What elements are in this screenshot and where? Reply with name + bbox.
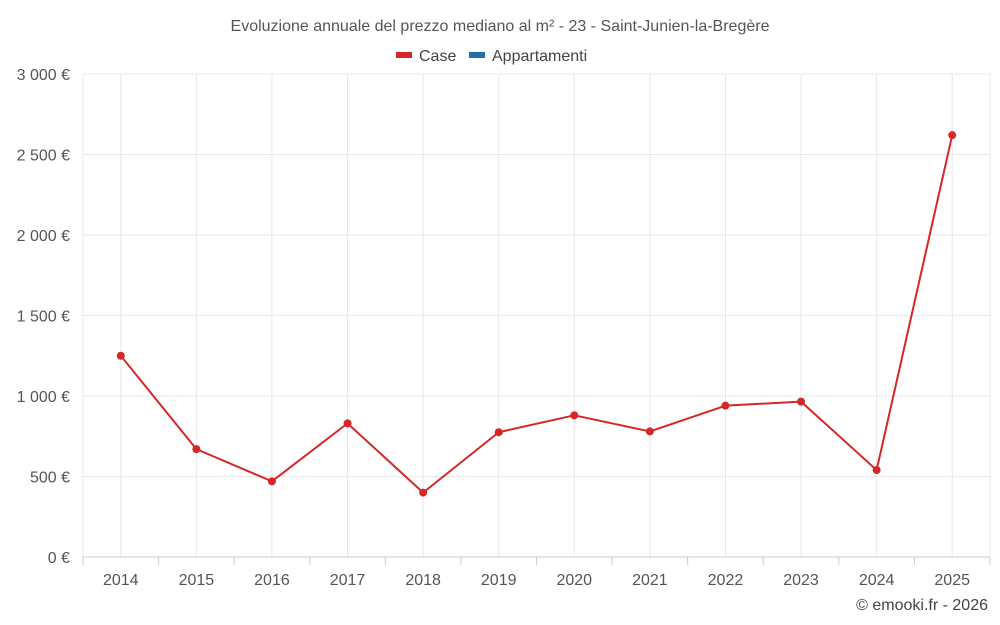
data-point-2025[interactable] <box>948 131 957 140</box>
y-tick-label: 1 000 € <box>17 389 70 406</box>
data-point-2023[interactable] <box>797 397 806 406</box>
grid <box>82 73 991 558</box>
x-tick-label: 2019 <box>481 572 517 589</box>
x-tick-label: 2018 <box>405 572 441 589</box>
series-layer <box>116 131 957 497</box>
data-point-2018[interactable] <box>419 488 428 497</box>
y-tick-label: 0 € <box>48 550 70 567</box>
data-point-2021[interactable] <box>645 427 654 436</box>
y-axis: 0 € 500 € 1 000 € 1 500 € 2 000 € 2 500 € 3 00… <box>17 67 70 567</box>
x-tick-label: 2021 <box>632 572 668 589</box>
x-tick-label: 2025 <box>934 572 970 589</box>
legend: Case Appartamenti <box>396 48 587 65</box>
data-point-2020[interactable] <box>570 411 579 420</box>
credit-text: © emooki.fr - 2026 <box>856 597 988 614</box>
legend-label: Appartamenti <box>492 48 587 65</box>
legend-item-0[interactable]: Case <box>396 48 456 65</box>
legend-label: Case <box>419 48 456 65</box>
y-tick-label: 3 000 € <box>17 67 70 84</box>
legend-swatch <box>396 52 412 58</box>
data-point-2014[interactable] <box>116 351 125 360</box>
legend-item-1[interactable]: Appartamenti <box>469 48 587 65</box>
chart-title: Evoluzione annuale del prezzo mediano al… <box>231 18 770 35</box>
y-tick-label: 2 000 € <box>17 228 70 245</box>
x-tick-label: 2023 <box>783 572 819 589</box>
legend-swatch <box>469 52 485 58</box>
data-point-2022[interactable] <box>721 401 730 410</box>
x-tick-label: 2015 <box>179 572 215 589</box>
data-point-2024[interactable] <box>872 466 881 475</box>
data-point-2015[interactable] <box>192 445 201 454</box>
x-tick-label: 2024 <box>859 572 895 589</box>
x-tick-label: 2014 <box>103 572 139 589</box>
x-tick-label: 2020 <box>556 572 592 589</box>
y-tick-label: 1 500 € <box>17 309 70 326</box>
data-point-2016[interactable] <box>267 477 276 486</box>
x-axis: 2014 2015 2016 2017 2018 2019 2020 2021 2022 2023… <box>82 557 991 589</box>
data-point-2017[interactable] <box>343 419 352 428</box>
x-tick-label: 2016 <box>254 572 290 589</box>
y-tick-label: 2 500 € <box>17 148 70 165</box>
x-tick-label: 2017 <box>330 572 366 589</box>
series-line-case <box>120 134 954 494</box>
x-tick-label: 2022 <box>708 572 744 589</box>
data-point-2019[interactable] <box>494 428 503 437</box>
y-tick-label: 500 € <box>30 470 70 487</box>
